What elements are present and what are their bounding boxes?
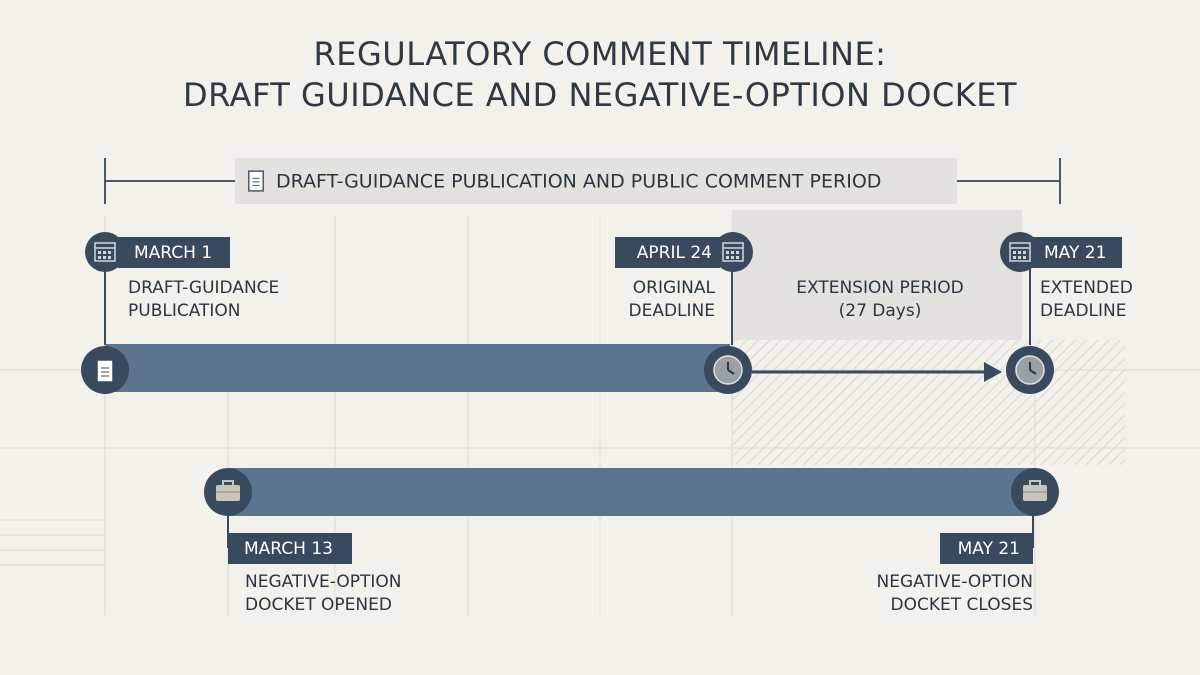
event-label: DEADLINE <box>1040 301 1127 321</box>
docket-label: NEGATIVE-OPTION <box>877 572 1033 592</box>
docket-label: NEGATIVE-OPTION <box>245 572 401 592</box>
docket-label: DOCKET CLOSES <box>891 595 1033 615</box>
docket-date: MARCH 13 <box>244 539 333 559</box>
docket-label: DOCKET OPENED <box>245 595 392 615</box>
extension-label: EXTENSION PERIOD <box>796 278 964 298</box>
event-tags: MARCH 1 DRAFT-GUIDANCE PUBLICATION APRIL… <box>85 232 1133 321</box>
docket-bar: MARCH 13 NEGATIVE-OPTION DOCKET OPENED M… <box>204 468 1059 615</box>
docket-date: MAY 21 <box>958 539 1020 559</box>
extension-duration: (27 Days) <box>839 301 922 321</box>
event-date: APRIL 24 <box>637 243 712 263</box>
event-date: MARCH 1 <box>134 243 212 263</box>
hatch-area <box>732 340 1125 465</box>
span-bracket: DRAFT-GUIDANCE PUBLICATION AND PUBLIC CO… <box>104 158 1061 204</box>
event-label: ORIGINAL <box>633 278 716 298</box>
title-line: DRAFT GUIDANCE AND NEGATIVE-OPTION DOCKE… <box>183 76 1017 114</box>
title: REGULATORY COMMENT TIMELINE: DRAFT GUIDA… <box>183 35 1017 114</box>
event-label: DRAFT-GUIDANCE <box>128 278 279 298</box>
event-label: EXTENDED <box>1040 278 1133 298</box>
extension: EXTENSION PERIOD (27 Days) <box>732 210 1022 340</box>
span-label: DRAFT-GUIDANCE PUBLICATION AND PUBLIC CO… <box>276 171 881 193</box>
comment-bar <box>81 268 1054 394</box>
event-label: PUBLICATION <box>128 301 241 321</box>
title-line: REGULATORY COMMENT TIMELINE: <box>314 35 887 73</box>
event-label: DEADLINE <box>629 301 716 321</box>
event-date: MAY 21 <box>1044 243 1106 263</box>
